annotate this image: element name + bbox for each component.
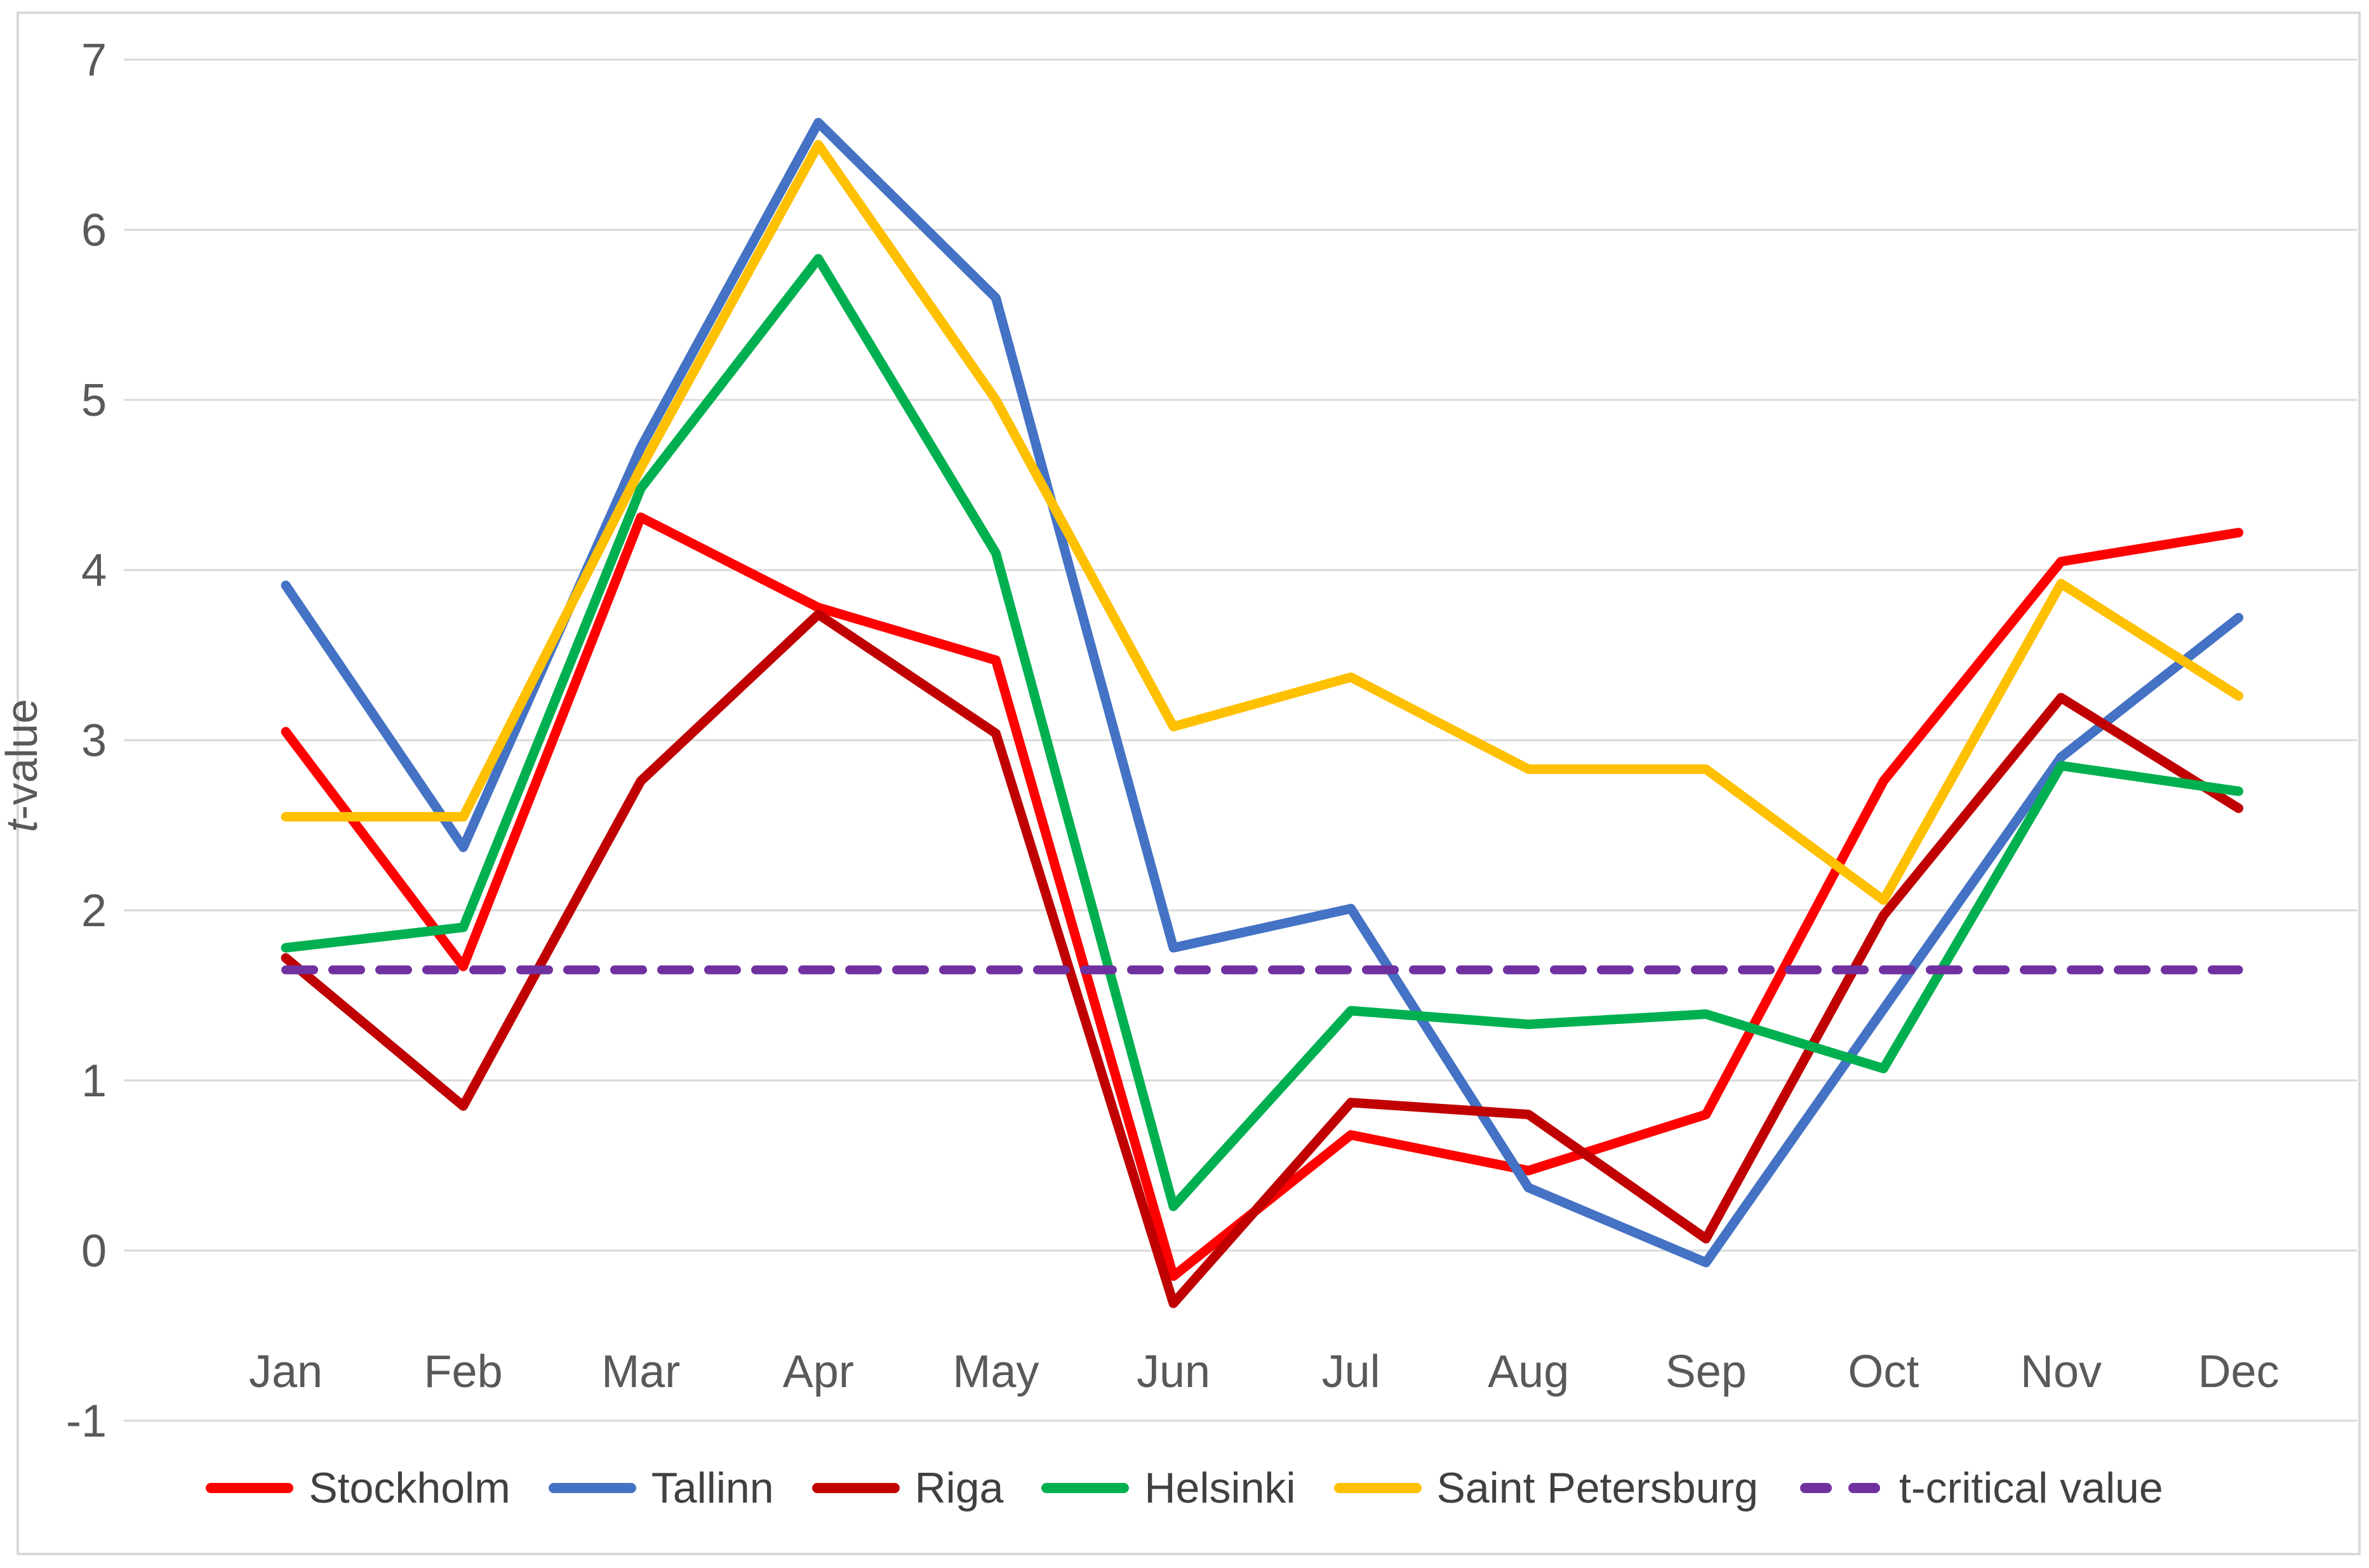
y-tick-label: 2 (81, 886, 107, 936)
legend-swatch-stockholm (206, 1483, 294, 1493)
legend-swatch-helsinki (1041, 1483, 1130, 1493)
x-tick-label: Mar (601, 1346, 680, 1397)
x-tick-label: Oct (1848, 1346, 1919, 1397)
legend-swatch-t-critical-value (1796, 1483, 1884, 1493)
legend-swatch-tallinn (548, 1483, 636, 1493)
legend-swatch-dash (1800, 1483, 1832, 1493)
legend: Stockholm Tallinn Riga Helsinki Saint Peters… (0, 1463, 2369, 1513)
y-tick-label: 7 (81, 35, 107, 86)
legend-item-helsinki: Helsinki (1041, 1463, 1296, 1513)
x-tick-label: Aug (1488, 1346, 1569, 1397)
y-tick-label: -1 (66, 1396, 107, 1447)
y-axis-title-rest: -value (0, 698, 46, 820)
x-tick-label: Jan (249, 1346, 323, 1397)
y-tick-label: 1 (81, 1056, 107, 1106)
y-axis-title-italic: t (0, 820, 46, 833)
y-tick-label: 6 (81, 205, 107, 256)
y-tick-label: 3 (81, 715, 107, 766)
legend-item-stockholm: Stockholm (206, 1463, 511, 1513)
legend-item-saint-petersburg: Saint Petersburg (1333, 1463, 1759, 1513)
x-tick-label: Jun (1137, 1346, 1210, 1397)
y-axis-title: t-value (0, 670, 47, 861)
x-tick-label: Feb (424, 1346, 503, 1397)
legend-label-t-critical-value: t-critical value (1899, 1464, 2163, 1512)
x-tick-label: Apr (783, 1346, 854, 1397)
series-line-helsinki (281, 254, 2244, 1211)
series-line-riga (281, 609, 2244, 1308)
legend-swatch-saint-petersburg (1333, 1483, 1422, 1493)
legend-label-tallinn: Tallinn (651, 1464, 774, 1512)
y-tick-label: 4 (81, 545, 107, 596)
x-tick-label: Nov (2020, 1346, 2102, 1397)
legend-item-tallinn: Tallinn (548, 1463, 774, 1513)
series-line-saint-petersburg (281, 140, 2244, 905)
legend-label-riga: Riga (914, 1464, 1004, 1512)
x-tick-label: Sep (1665, 1346, 1747, 1397)
legend-swatch-dash (1848, 1483, 1881, 1493)
legend-swatch-riga (811, 1483, 900, 1493)
y-tick-label: 5 (81, 375, 107, 426)
chart-border (17, 11, 2361, 1555)
legend-label-helsinki: Helsinki (1144, 1464, 1296, 1512)
x-tick-label: Jul (1322, 1346, 1380, 1397)
y-tick-label: 0 (81, 1226, 107, 1277)
legend-label-stockholm: Stockholm (309, 1464, 511, 1512)
x-tick-label: Dec (2198, 1346, 2279, 1397)
x-tick-label: May (952, 1346, 1039, 1397)
legend-item-t-critical-value: t-critical value (1796, 1463, 2163, 1513)
legend-label-saint-petersburg: Saint Petersburg (1436, 1464, 1759, 1512)
legend-item-riga: Riga (811, 1463, 1004, 1513)
